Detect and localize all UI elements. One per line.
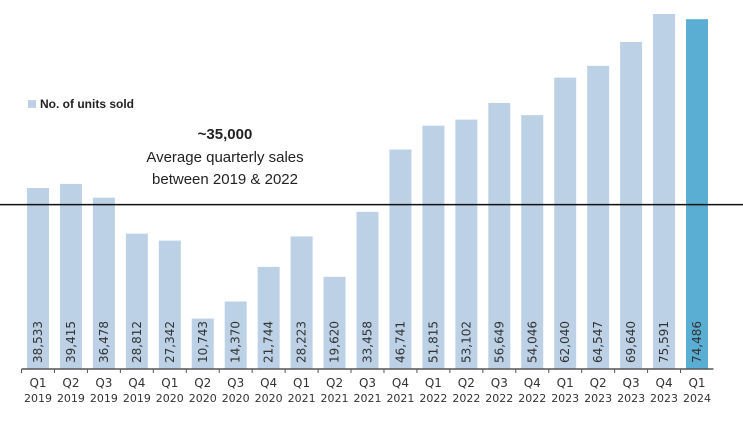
data-label: 74,486 [690, 321, 704, 363]
bar [455, 119, 478, 369]
bar [59, 183, 82, 369]
x-tick-label: 2020 [189, 392, 217, 405]
x-tick-label: 2019 [24, 392, 52, 405]
x-tick-label: Q1 [293, 376, 310, 390]
bar [224, 301, 247, 369]
x-tick-label: Q2 [62, 376, 79, 390]
data-label: 28,223 [295, 321, 309, 363]
x-tick-label: 2022 [419, 392, 447, 405]
x-tick-label: 2021 [354, 392, 382, 405]
x-tick-label: Q2 [326, 376, 343, 390]
bar [125, 233, 148, 369]
x-tick-label: 2023 [551, 392, 579, 405]
x-tick-label: Q1 [29, 376, 46, 390]
x-tick-label: 2021 [321, 392, 349, 405]
data-label: 64,547 [591, 321, 605, 363]
x-tick-label: 2019 [123, 392, 151, 405]
x-tick-label: Q3 [491, 376, 508, 390]
x-tick-label: Q4 [524, 376, 541, 390]
x-tick-label: 2021 [386, 392, 414, 405]
data-label: 39,415 [64, 321, 78, 363]
bar [92, 197, 115, 369]
reference-label-1: Average quarterly sales [146, 149, 304, 166]
x-tick-label: Q1 [688, 376, 705, 390]
data-label: 19,620 [328, 321, 342, 363]
bar [620, 41, 643, 369]
x-tick-label: 2022 [452, 392, 480, 405]
x-tick-label: Q3 [227, 376, 244, 390]
x-tick-label: 2023 [650, 392, 678, 405]
x-tick-label: 2019 [57, 392, 85, 405]
data-label: 54,046 [525, 321, 539, 363]
legend-swatch [28, 100, 36, 108]
bar [356, 211, 379, 369]
x-tick-label: Q1 [557, 376, 574, 390]
bar [27, 188, 49, 369]
legend-label: No. of units sold [40, 97, 134, 111]
bar [323, 276, 346, 369]
data-label: 69,640 [624, 321, 638, 363]
data-label: 28,812 [130, 321, 144, 363]
x-tick-label: Q1 [161, 376, 178, 390]
bar [422, 125, 445, 369]
bar [158, 240, 181, 369]
reference-label-2: between 2019 & 2022 [152, 171, 298, 188]
bar [554, 77, 577, 369]
x-tick-label: Q4 [392, 376, 409, 390]
x-tick-label: 2020 [156, 392, 184, 405]
bar [521, 115, 544, 370]
data-label: 21,744 [262, 321, 276, 363]
data-label: 38,533 [31, 321, 45, 363]
x-tick-label: 2021 [288, 392, 316, 405]
x-tick-label: 2020 [255, 392, 283, 405]
data-label: 46,741 [393, 321, 407, 363]
x-tick-label: Q2 [590, 376, 607, 390]
data-label: 33,458 [361, 321, 375, 363]
legend: No. of units sold [28, 97, 134, 111]
x-tick-label: 2020 [222, 392, 250, 405]
x-tick-label: 2024 [683, 392, 711, 405]
data-label: 10,743 [196, 321, 210, 363]
data-label: 27,342 [163, 321, 177, 363]
x-tick-label: Q4 [260, 376, 277, 390]
bar [257, 266, 280, 369]
bar [653, 14, 676, 369]
x-tick-label: 2023 [617, 392, 645, 405]
x-tick-label: 2022 [485, 392, 513, 405]
x-tick-label: 2023 [584, 392, 612, 405]
x-tick-label: 2022 [518, 392, 546, 405]
bar [191, 318, 214, 369]
bar [587, 65, 610, 370]
x-tick-label: Q3 [359, 376, 376, 390]
data-label: 53,102 [459, 321, 473, 363]
x-tick-label: Q2 [458, 376, 475, 390]
data-label: 36,478 [97, 321, 111, 363]
bar [686, 19, 708, 369]
data-label: 75,591 [657, 321, 671, 363]
x-tick-label: Q3 [623, 376, 640, 390]
data-label: 51,815 [426, 321, 440, 363]
data-label: 14,370 [229, 321, 243, 363]
x-tick-label: Q3 [95, 376, 112, 390]
x-tick-label: Q4 [656, 376, 673, 390]
data-label: 56,649 [492, 321, 506, 363]
data-label: 62,040 [558, 321, 572, 363]
x-tick-label: Q2 [194, 376, 211, 390]
x-tick-label: Q1 [425, 376, 442, 390]
bar [488, 102, 511, 369]
bar [290, 236, 313, 369]
x-tick-label: Q4 [128, 376, 145, 390]
reference-value: ~35,000 [197, 126, 253, 143]
x-tick-label: 2019 [90, 392, 118, 405]
